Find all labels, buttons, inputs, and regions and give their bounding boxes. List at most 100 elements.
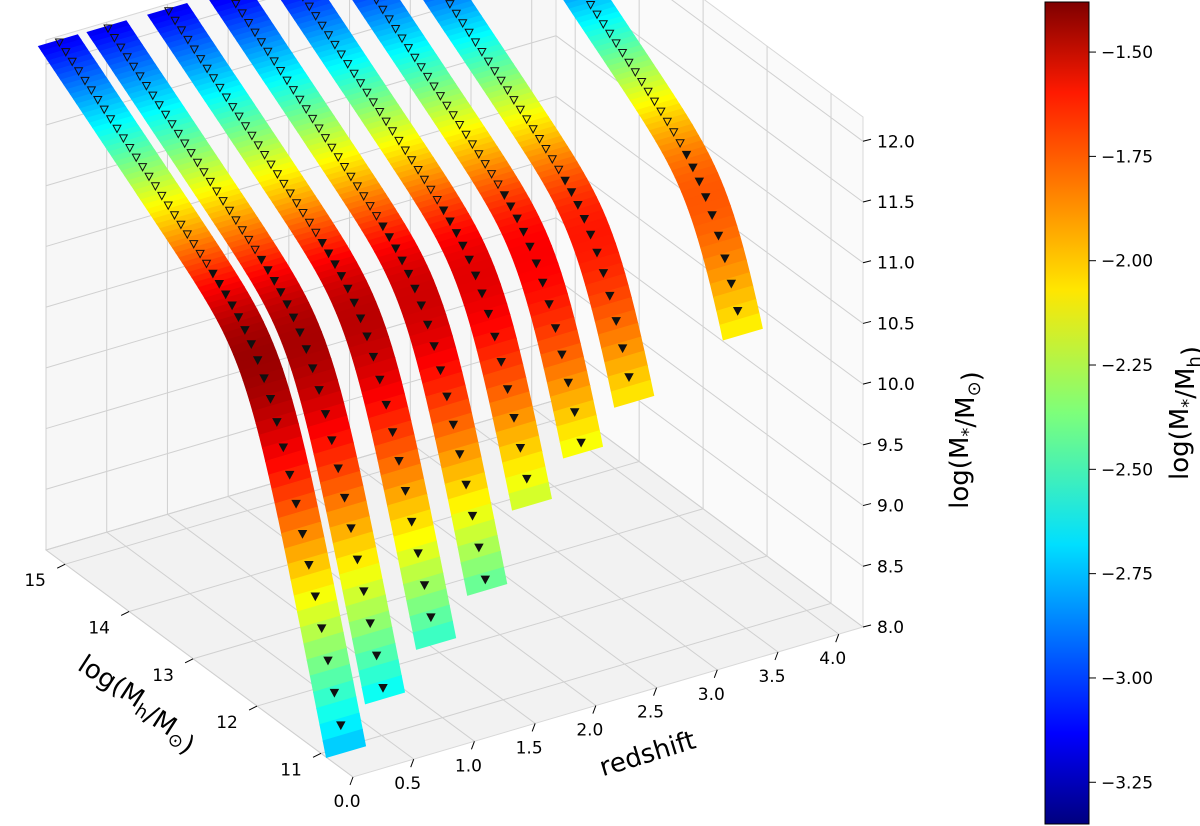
marker [352, 182, 363, 192]
marker [521, 115, 532, 125]
y-tick-mark [713, 669, 718, 679]
marker [477, 289, 487, 299]
marker [265, 395, 276, 404]
marker [563, 378, 574, 388]
marker [246, 340, 257, 349]
marker [390, 244, 401, 254]
marker [301, 105, 311, 115]
grid-line-z-right [671, 0, 864, 142]
marker [489, 67, 500, 76]
marker [330, 260, 340, 270]
marker [80, 76, 90, 86]
marker [477, 48, 487, 57]
marker [560, 176, 570, 186]
marker [240, 122, 251, 131]
marker [291, 499, 301, 509]
marker [307, 364, 318, 374]
marker [105, 115, 116, 124]
marker [333, 464, 343, 474]
marker [378, 684, 388, 693]
marker [73, 67, 84, 77]
marker [227, 301, 237, 311]
marker [429, 82, 439, 92]
marker [314, 386, 324, 395]
marker [368, 98, 379, 108]
marker [630, 68, 641, 78]
marker [464, 28, 474, 38]
marker [611, 39, 621, 49]
z-tick-mark [862, 442, 872, 446]
marker [182, 230, 193, 240]
marker [67, 57, 77, 67]
y-tick-label: 2.5 [637, 703, 664, 723]
marker [288, 86, 299, 95]
y-tick-label: 3.5 [758, 667, 785, 687]
marker [186, 149, 196, 158]
grid-line-z-right [555, 338, 864, 567]
grid-line-y-floor [106, 531, 415, 760]
surface-strip [37, 34, 367, 758]
marker [311, 228, 321, 238]
marker [470, 38, 481, 48]
marker [275, 288, 286, 297]
marker [435, 92, 446, 101]
marker [160, 110, 171, 120]
marker [585, 1, 596, 10]
marker [496, 358, 506, 367]
marker [259, 374, 269, 384]
marker [461, 480, 471, 490]
marker [569, 408, 580, 417]
marker [675, 139, 685, 148]
colorbar-tick-label: −3.25 [1101, 773, 1153, 793]
marker [329, 688, 340, 698]
marker [726, 279, 737, 289]
marker [221, 93, 232, 103]
marker [371, 212, 382, 221]
marker [445, 0, 455, 9]
marker [464, 255, 474, 265]
marker [426, 185, 436, 195]
marker [375, 375, 385, 385]
marker [515, 444, 526, 453]
x-tick-mark [312, 752, 322, 758]
marker [547, 155, 558, 164]
colorbar-gradient [1044, 1, 1090, 825]
marker [256, 255, 267, 265]
z-tick-mark [862, 199, 872, 203]
data-markers [54, 0, 743, 731]
marker [188, 240, 199, 249]
marker [259, 151, 270, 160]
marker [122, 53, 132, 62]
marker [502, 86, 513, 96]
marker [522, 474, 532, 484]
marker [394, 457, 404, 466]
marker [253, 141, 263, 151]
colorbar-tick-label: −1.75 [1101, 147, 1153, 167]
marker [214, 280, 225, 289]
x-tick-mark [120, 611, 130, 616]
colorbar-tick-label: −2.00 [1101, 252, 1153, 272]
marker [435, 366, 446, 376]
marker [442, 392, 452, 402]
marker [394, 136, 404, 146]
y-tick-mark [835, 633, 840, 643]
marker [681, 150, 692, 160]
marker [592, 248, 602, 258]
marker [419, 175, 430, 185]
z-tick-mark [862, 320, 872, 324]
marker [598, 269, 609, 278]
y-axis-label: redshift [596, 726, 699, 784]
marker [413, 549, 423, 559]
marker [320, 410, 331, 419]
marker [474, 543, 484, 553]
marker [224, 206, 235, 216]
marker [298, 209, 308, 218]
marker [243, 235, 254, 245]
marker [211, 187, 222, 197]
marker [732, 307, 743, 316]
x-tick-mark [184, 658, 194, 664]
marker [346, 172, 356, 182]
colorbar-tick-label: −3.00 [1101, 669, 1153, 689]
z-tick-label: 10.0 [877, 375, 915, 395]
